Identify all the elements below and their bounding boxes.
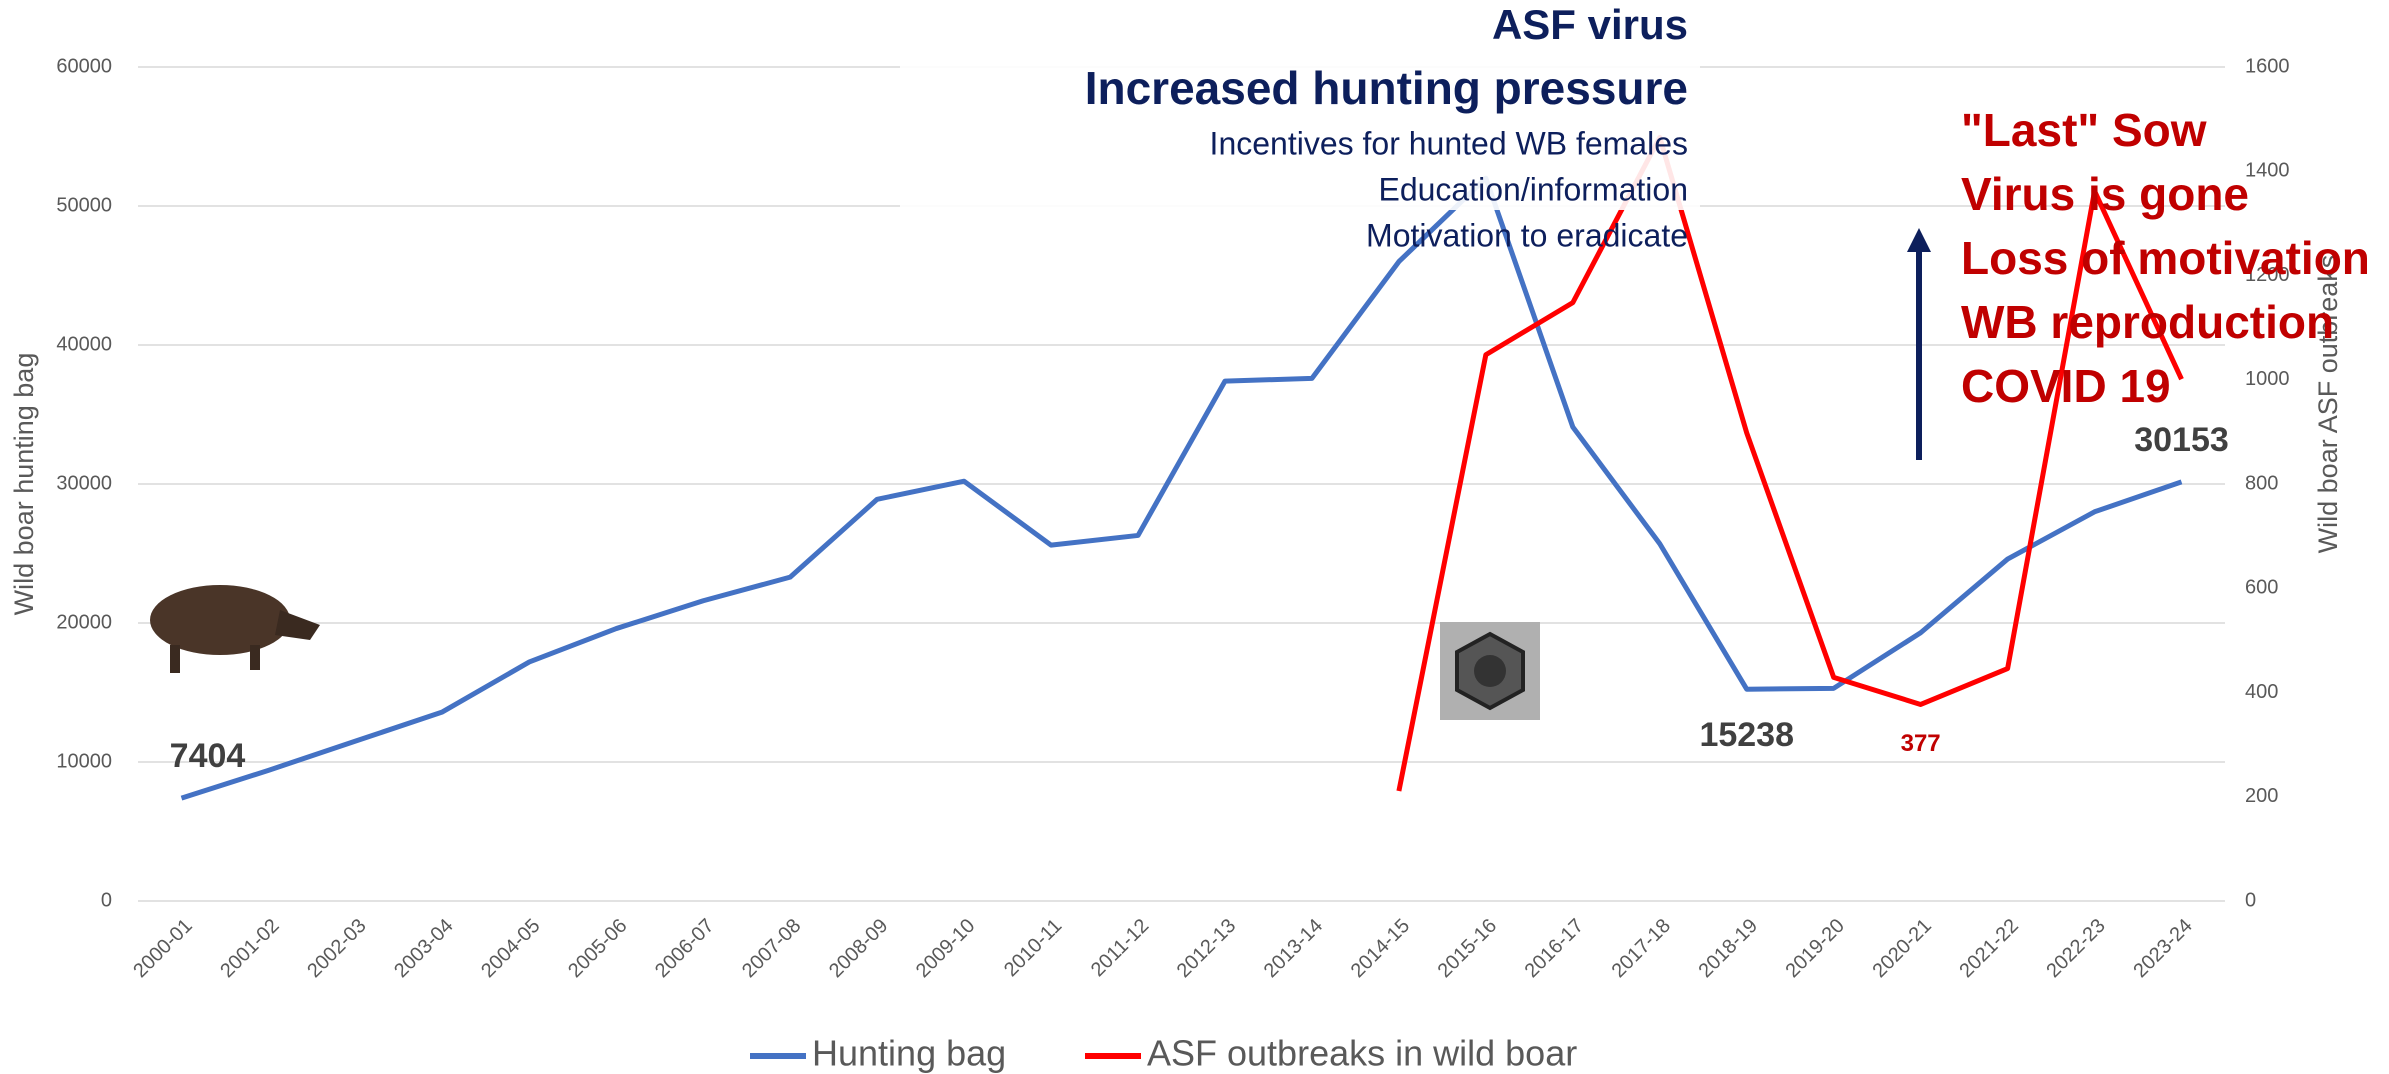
- annotation-right: Virus is gone: [1961, 168, 2249, 220]
- x-tick-label: 2003-04: [390, 915, 457, 982]
- annotation-right: WB reproduction: [1961, 296, 2334, 348]
- annotation-top: Incentives for hunted WB females: [1210, 125, 1688, 161]
- line-series: [181, 178, 2181, 798]
- data-label: 15238: [1699, 716, 1794, 754]
- y-tick-label: 40000: [56, 333, 112, 355]
- annotation-right: COVID 19: [1961, 360, 2171, 412]
- x-tick-label: 2022-23: [2042, 915, 2109, 982]
- y-tick-label: 10000: [56, 750, 112, 772]
- y-tick-label: 30000: [56, 472, 112, 494]
- annotation-right: Loss of motivation: [1961, 232, 2370, 284]
- x-tick-label: 2005-06: [564, 915, 631, 982]
- boar-icon: [150, 585, 320, 673]
- y-tick-label: 60000: [56, 55, 112, 77]
- x-tick-label: 2019-20: [1781, 915, 1848, 982]
- x-tick-label: 2010-11: [1000, 915, 1066, 981]
- x-tick-label: 2015-16: [1434, 915, 1501, 982]
- y2-tick-label: 800: [2245, 472, 2278, 494]
- x-tick-label: 2008-09: [825, 915, 892, 982]
- x-tick-label: 2018-19: [1695, 915, 1762, 982]
- x-tick-label: 2006-07: [651, 915, 718, 982]
- y2-tick-label: 1400: [2245, 160, 2290, 182]
- x-tick-label: 2009-10: [912, 915, 979, 982]
- x-tick-label: 2007-08: [738, 915, 805, 982]
- annotation-top: Increased hunting pressure: [1085, 62, 1688, 114]
- legend-label: ASF outbreaks in wild boar: [1147, 1033, 1577, 1074]
- y-axis-title: Wild boar hunting bag: [9, 353, 39, 616]
- chart: 0 10000 20000 30000 40000 50000 60000 0 200 400 60…: [0, 0, 2389, 1074]
- annotation-top: Motivation to eradicate: [1366, 217, 1688, 253]
- y2-tick-label: 600: [2245, 577, 2278, 599]
- annotation-top: ASF virus: [1492, 1, 1688, 48]
- y2-tick-label: 400: [2245, 681, 2278, 703]
- y2-tick-label: 1000: [2245, 368, 2290, 390]
- x-tick-label: 2020-21: [1868, 915, 1935, 982]
- data-label: 377: [1901, 730, 1941, 757]
- x-tick-label: 2004-05: [477, 915, 544, 982]
- virus-icon: [1440, 622, 1540, 720]
- x-tick-label: 2000-01: [129, 915, 196, 982]
- y2-tick-label: 200: [2245, 785, 2278, 807]
- y-tick-label: 20000: [56, 611, 112, 633]
- y2-tick-label: 1600: [2245, 55, 2290, 77]
- x-tick-label: 2017-18: [1608, 915, 1675, 982]
- annotation-right: "Last" Sow: [1961, 104, 2207, 156]
- annotation-top: Education/information: [1378, 171, 1688, 207]
- x-tick-label: 2023-24: [2129, 915, 2196, 982]
- data-label: 7404: [170, 737, 246, 775]
- x-tick-label: 2001-02: [216, 915, 283, 982]
- x-tick-label: 2021-22: [1955, 915, 2022, 982]
- y-tick-label: 0: [101, 889, 112, 911]
- x-tick-label: 2016-17: [1521, 915, 1588, 982]
- data-label: 30153: [2134, 421, 2229, 459]
- y2-tick-label: 0: [2245, 889, 2256, 911]
- x-tick-label: 2011-12: [1087, 915, 1153, 981]
- x-tick-label: 2002-03: [303, 915, 370, 982]
- x-tick-label: 2013-14: [1260, 915, 1327, 982]
- x-tick-label: 2014-15: [1347, 915, 1414, 982]
- arrow: [1907, 228, 1931, 460]
- x-tick-label: 2012-13: [1173, 915, 1240, 982]
- legend-label: Hunting bag: [812, 1033, 1006, 1074]
- y-tick-label: 50000: [56, 194, 112, 216]
